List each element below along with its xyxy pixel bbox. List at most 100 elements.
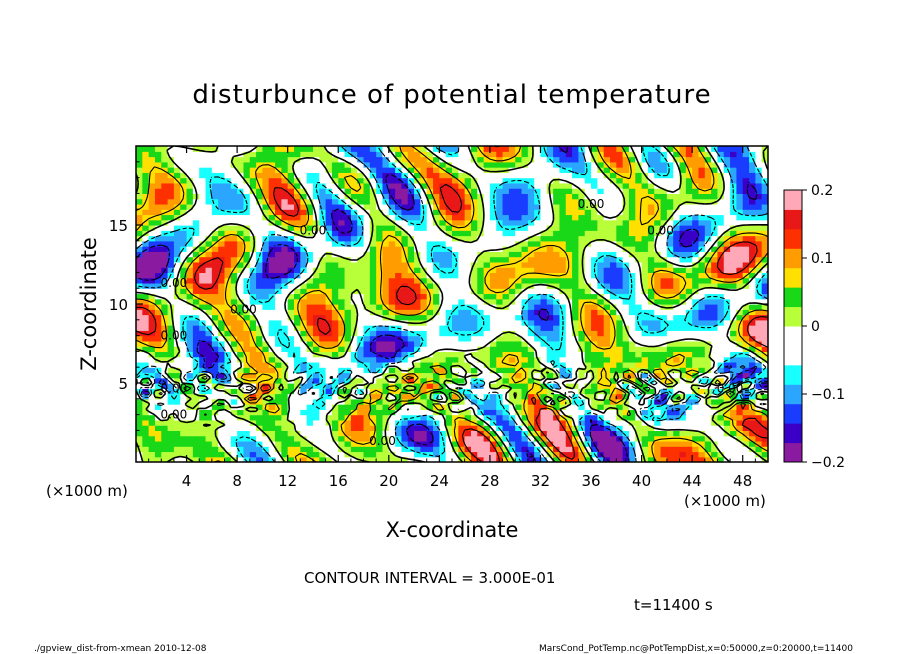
field-cell [325, 246, 333, 252]
field-cell [319, 298, 327, 305]
field-cell [199, 425, 207, 431]
field-cell [192, 425, 200, 431]
field-cell [597, 383, 605, 389]
field-cell [369, 456, 377, 462]
field-cell [142, 267, 150, 273]
field-cell [521, 246, 529, 252]
field-cell [534, 298, 542, 305]
field-cell [256, 372, 263, 379]
field-cell [180, 235, 188, 242]
field-cell [388, 377, 396, 384]
field-cell [628, 225, 636, 231]
field-cell [553, 325, 561, 331]
field-cell [572, 388, 579, 395]
field-cell [237, 293, 245, 300]
field-cell [578, 446, 586, 453]
field-cell [262, 346, 270, 352]
field-cell [306, 340, 314, 347]
field-cell [717, 419, 725, 426]
field-cell [211, 272, 219, 279]
field-cell [572, 219, 579, 226]
field-cell [685, 398, 693, 405]
field-cell [477, 214, 485, 221]
field-cell [287, 203, 295, 210]
field-cell [679, 351, 687, 358]
field-cell [603, 230, 611, 237]
field-cell [635, 314, 643, 321]
field-cell [300, 425, 308, 431]
field-cell [167, 230, 175, 237]
field-cell [186, 272, 194, 279]
field-cell [502, 456, 510, 462]
field-cell [546, 414, 554, 421]
field-cell [685, 235, 693, 242]
field-cell [723, 451, 731, 458]
field-cell [142, 314, 150, 321]
field-cell [685, 325, 693, 331]
field-cell [578, 251, 586, 258]
field-cell [711, 388, 719, 395]
field-cell [622, 298, 630, 305]
field-cell [736, 219, 744, 226]
field-cell [294, 298, 301, 305]
field-cell [673, 351, 681, 358]
field-cell [527, 425, 535, 431]
field-cell [388, 288, 396, 295]
field-cell [275, 330, 282, 337]
field-cell [300, 440, 308, 447]
field-cell [717, 288, 725, 295]
field-cell [350, 246, 358, 252]
field-cell [730, 209, 737, 216]
field-cell [704, 356, 712, 363]
field-cell [237, 346, 245, 352]
field-cell [508, 367, 516, 374]
field-cell [761, 372, 768, 379]
field-cell [660, 203, 668, 210]
field-cell [357, 361, 365, 368]
field-cell [730, 246, 737, 252]
field-cell [464, 256, 472, 263]
field-cell [534, 372, 542, 379]
field-cell [401, 404, 409, 410]
field-cell [319, 304, 327, 310]
field-cell [578, 346, 586, 352]
field-cell [376, 377, 384, 384]
field-cell [256, 304, 263, 310]
field-cell [186, 319, 194, 326]
field-cell [591, 319, 598, 326]
field-cell [331, 351, 339, 358]
field-cell [534, 203, 542, 210]
field-cell [534, 435, 542, 442]
field-cell [205, 209, 213, 216]
field-cell [578, 293, 586, 300]
field-cell [458, 256, 466, 263]
field-cell [755, 288, 763, 295]
field-cell [433, 198, 440, 205]
field-cell [749, 435, 756, 442]
field-cell [717, 404, 725, 410]
field-cell [287, 214, 295, 221]
field-cell [711, 277, 719, 284]
field-cell [698, 409, 706, 416]
field-cell [628, 388, 636, 395]
field-cell [572, 340, 579, 347]
field-cell [603, 361, 611, 368]
field-cell [237, 203, 245, 210]
field-cell [553, 288, 561, 295]
field-cell [407, 340, 415, 347]
field-cell [426, 367, 434, 374]
field-cell [647, 356, 655, 363]
field-cell [578, 367, 586, 374]
field-cell [698, 240, 706, 247]
field-cell [331, 367, 339, 374]
field-cell [426, 240, 434, 247]
field-cell [711, 456, 719, 462]
field-cell [736, 267, 744, 273]
field-cell [205, 319, 213, 326]
field-cell [578, 198, 586, 205]
field-cell [395, 404, 403, 410]
field-cell [376, 272, 384, 279]
field-cell [622, 309, 630, 316]
field-cell [736, 456, 744, 462]
field-cell [597, 361, 605, 368]
